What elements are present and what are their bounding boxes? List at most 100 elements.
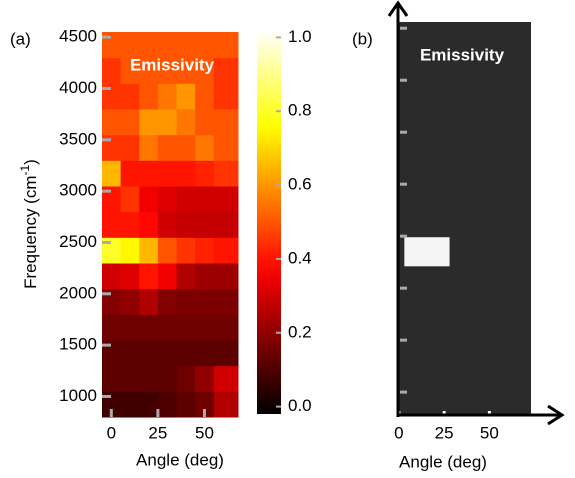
heat-cell [139,57,159,84]
heat-cell [139,391,159,418]
heat-cell [176,32,196,59]
heat-cell [139,314,159,341]
heat-cell [157,340,178,367]
heat-cell [157,32,178,59]
heat-cell [213,32,239,59]
y-tick-label: 1000 [59,386,97,405]
heat-cell [195,391,215,418]
heat-cell [139,32,159,59]
y-tick-label: 4000 [59,78,97,97]
panel-title: Emissivity [420,45,505,64]
heat-cell [120,263,140,290]
x-tick-label: 25 [435,423,454,442]
heat-cell [139,160,159,187]
heat-cell [176,186,196,213]
colorbar-tick-label: 0.2 [288,322,312,341]
plot-background [398,22,531,415]
heat-cell [157,211,178,238]
heat-cell [195,186,215,213]
heat-cell [176,134,196,161]
y-tick-label: 3500 [59,129,97,148]
heat-cell [157,109,178,136]
heat-cell [120,83,140,110]
heat-cell [213,160,239,187]
heat-cell [195,288,215,315]
heat-cell [157,365,178,392]
heat-cell [120,237,140,264]
heat-cell [120,160,140,187]
heat-cell [102,314,122,341]
heat-cell [157,288,178,315]
colorbar-tick-label: 0.0 [288,396,312,415]
region [404,237,450,267]
x-arrow [547,404,565,426]
heat-cell [176,109,196,136]
heat-cell [139,83,159,110]
heat-cell [213,391,239,418]
y-label-end: ) [21,159,40,165]
heat-cell [195,83,215,110]
heat-cell [195,57,215,84]
x-tick-label: 0 [107,423,116,442]
heat-cell [120,32,140,59]
heat-cell [157,263,178,290]
heat-cell [195,211,215,238]
heat-cell [195,237,215,264]
heat-cell [176,160,196,187]
heat-cell [120,109,140,136]
heat-cell [102,109,122,136]
heat-cell [139,211,159,238]
heat-cell [195,109,215,136]
x-axis-label: Angle (deg) [136,450,224,469]
heat-cell [139,340,159,367]
heat-cell [195,134,215,161]
heat-cell [195,365,215,392]
heat-cell [120,211,140,238]
heat-cell [102,211,122,238]
y-label-sup: -1 [18,164,32,175]
heat-cell [139,109,159,136]
heat-cell [157,186,178,213]
x-tick-label: 50 [480,423,499,442]
heat-cell [176,211,196,238]
heat-cell [213,340,239,367]
heat-cell [176,57,196,84]
heat-cell [139,263,159,290]
heat-cell [213,237,239,264]
y-label-text: Frequency (cm [21,175,40,288]
y-arrow [387,0,409,17]
heat-cell [157,57,178,84]
x-tick-label: 0 [394,423,403,442]
y-axis-label: Frequency (cm-1) [18,159,40,289]
heat-cell [176,365,196,392]
x-tick-label: 50 [195,423,214,442]
heat-cell [120,134,140,161]
colorbar-tick-label: 1.0 [288,27,312,46]
heat-cell [157,83,178,110]
panel-label: (b) [352,29,373,48]
heat-cell [157,237,178,264]
heat-cell [213,83,239,110]
heat-cell [213,288,239,315]
heat-cell [195,340,215,367]
panel-title: Emissivity [130,55,215,74]
y-tick-label: 2500 [59,232,97,251]
heat-cell [120,365,140,392]
heat-cell [195,314,215,341]
colorbar-tick-label: 0.6 [288,175,312,194]
heat-cell [195,263,215,290]
heat-cell [139,288,159,315]
y-tick-label: 2000 [59,283,97,302]
heat-cell [157,134,178,161]
colorbar-tick-label: 0.4 [288,248,312,267]
colorbar [257,30,281,414]
x-tick-label: 25 [148,423,167,442]
y-tick-label: 4500 [59,27,97,46]
heat-cell [213,211,239,238]
y-tick-label: 1500 [59,335,97,354]
heat-cell [213,57,239,84]
heat-cell [213,365,239,392]
heat-cell [176,83,196,110]
heat-cell [213,109,239,136]
